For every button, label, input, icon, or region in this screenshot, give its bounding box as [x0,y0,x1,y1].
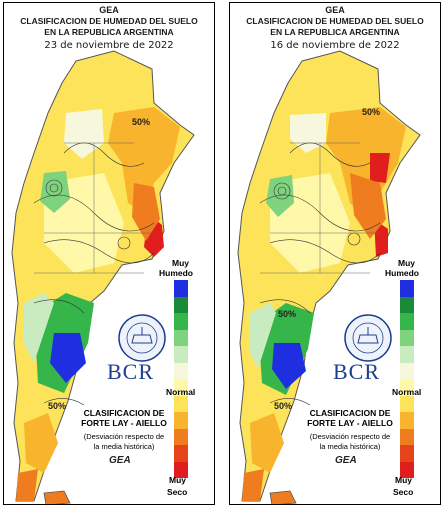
isoline-label: 50% [362,107,381,117]
legend-top-label-2: Humedo [385,268,419,278]
isoline-label: 50% [274,401,293,411]
legend-swatch [400,412,414,429]
title-line1: CLASIFICACION DE HUMEDAD DEL SUELO [20,16,198,26]
legend-swatch [400,379,414,396]
legend-swatch [400,428,414,445]
title-line2: EN LA REPUBLICA ARGENTINA [44,27,174,37]
tierra-del-fuego [269,490,297,504]
bcr-seal [118,314,166,362]
legend-top-label-1: Muy [398,258,415,268]
description-line2: la media histórica) [93,442,155,451]
legend-swatch [174,379,188,396]
legend-bottom-label-2: Seco [167,487,188,497]
legend-bottom-label-1: Muy [395,475,412,485]
region-green-west [266,175,294,217]
region-red-east [370,153,390,183]
legend-swatch [174,329,188,346]
region-lightgreen-south [250,303,276,369]
legend-scale [174,280,188,478]
isoline-label: 50% [278,309,297,319]
description-line1: (Desviación respecto de [83,432,165,441]
legend-swatch [174,395,188,412]
legend-swatch [400,461,414,478]
org-label: GEA [99,5,119,15]
legend-swatch [400,313,414,330]
isoline-label: 50% [132,117,151,127]
contour-lines [33,142,155,406]
description-line1: (Desviación respecto de [309,432,391,441]
province-borders [260,142,380,274]
region-darkorange-east [132,183,160,241]
legend-swatch [400,296,414,313]
legend-swatch [174,313,188,330]
org-label: GEA [325,5,345,15]
legend-swatch [400,362,414,379]
legend-swatch [400,395,414,412]
map-date: 23 de noviembre de 2022 [44,40,174,51]
gea-logo: GEA [109,455,131,466]
title-line2: EN LA REPUBLICA ARGENTINA [270,27,400,37]
bcr-logo-text: BCR [333,359,381,384]
legend-mid-label: Normal [392,387,422,397]
classification-line1: CLASIFICACION DE [309,408,391,418]
region-blue-patagonia [50,333,86,383]
gea-logo: GEA [335,455,357,466]
legend-swatch [174,461,188,478]
classification-line1: CLASIFICACION DE [83,408,165,418]
region-orange-south [250,413,284,473]
map-panel-left: GEA CLASIFICACION DE HUMEDAD DEL SUELO E… [3,2,215,505]
legend-swatch [400,329,414,346]
classification-line2: FORTE LAY - AIELLO [81,418,167,428]
legend-top-label-1: Muy [172,258,189,268]
region-darkorange-tip [242,469,264,501]
soil-moisture-map-left [11,50,195,504]
description-line2: la media histórica) [319,442,381,451]
legend-swatch [400,346,414,363]
legend-bottom-label-1: Muy [169,475,186,485]
legend-bottom-label-2: Seco [393,487,414,497]
legend-swatch [174,296,188,313]
isoline-label: 50% [48,401,67,411]
title-line1: CLASIFICACION DE HUMEDAD DEL SUELO [246,16,424,26]
bcr-logo-text: BCR [107,359,155,384]
soil-moisture-map-right [237,50,421,504]
province-borders [34,142,154,274]
legend-swatch [174,362,188,379]
legend-swatch [174,280,188,297]
region-darkorange-tip [16,469,38,501]
legend-swatch [174,412,188,429]
map-date: 16 de noviembre de 2022 [270,40,400,51]
tierra-del-fuego [43,490,71,504]
bcr-seal [344,314,392,362]
legend-swatch [174,428,188,445]
legend-mid-label: Normal [166,387,196,397]
legend-swatch [174,445,188,462]
region-darkorange-east [350,173,386,239]
region-orange-ne [108,107,180,213]
region-lightgreen-south [24,293,54,363]
legend-swatch [400,280,414,297]
region-orange-south [24,413,58,473]
map-panel-right: GEA CLASIFICACION DE HUMEDAD DEL SUELO E… [229,2,441,505]
legend-top-label-2: Humedo [159,268,193,278]
legend-scale [400,280,414,478]
classification-line2: FORTE LAY - AIELLO [307,418,393,428]
legend-swatch [400,445,414,462]
legend-swatch [174,346,188,363]
region-blue-patagonia [272,343,306,389]
